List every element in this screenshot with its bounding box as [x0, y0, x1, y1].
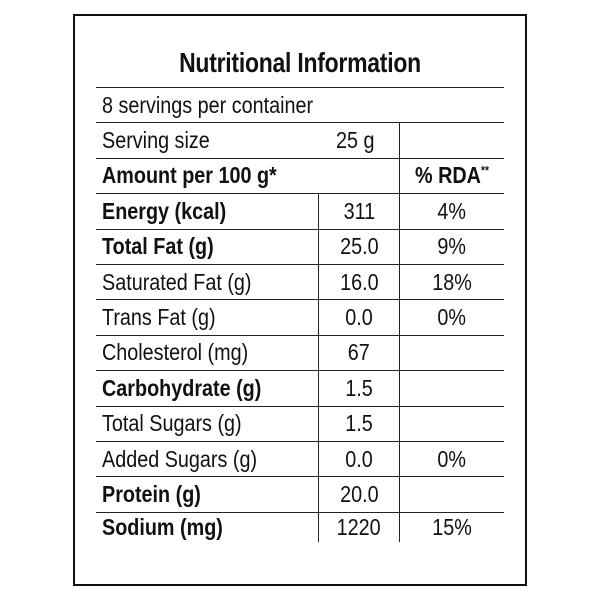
nutrient-value: 1.5	[345, 374, 373, 401]
nutrient-rda: 0%	[437, 445, 467, 472]
nutrient-name: Total Fat (g)	[102, 233, 214, 260]
nutrient-value: 311	[343, 197, 375, 224]
servings-row: 8 servings per container	[96, 87, 504, 122]
nutrition-title: Nutritional Information	[179, 47, 421, 78]
nutrient-name: Added Sugars (g)	[102, 445, 258, 472]
nutrient-value: 16.0	[339, 268, 379, 295]
nutrient-value: 25.0	[339, 233, 379, 260]
nutrient-row: Added Sugars (g) 0.0 0%	[96, 440, 504, 477]
servings-per-container: 8 servings per container	[102, 91, 314, 118]
rda-footnote-mark: **	[480, 163, 489, 178]
nutrient-rda: 4%	[437, 197, 467, 224]
nutrient-value: 1220	[336, 513, 381, 540]
nutrient-name: Carbohydrate (g)	[102, 374, 262, 401]
serving-size-row: Serving size 25 g	[96, 122, 504, 158]
nutrient-name: Protein (g)	[102, 480, 201, 507]
nutrient-value: 0.0	[345, 304, 373, 331]
nutrient-row: Energy (kcal) 311 4%	[96, 193, 504, 229]
nutrient-name: Cholesterol (mg)	[102, 339, 249, 366]
nutrient-value: 0.0	[345, 445, 373, 472]
label-frame	[73, 14, 527, 586]
nutrient-name: Energy (kcal)	[102, 197, 227, 224]
nutrient-rda: 18%	[432, 268, 472, 295]
nutrient-name: Sodium (mg)	[102, 513, 223, 540]
nutrient-rda: 15%	[432, 513, 472, 540]
nutrient-row: Trans Fat (g) 0.0 0%	[96, 299, 504, 335]
nutrient-value: 20.0	[339, 480, 379, 507]
nutrient-name: Saturated Fat (g)	[102, 268, 252, 295]
nutrient-row: Sodium (mg) 1220 15%	[96, 511, 504, 542]
nutrient-row: Carbohydrate (g) 1.5	[96, 370, 504, 406]
nutrient-name: Trans Fat (g)	[102, 304, 216, 331]
serving-size-value: 25 g	[336, 127, 375, 154]
serving-size-label: Serving size	[102, 127, 210, 154]
nutrient-row: Protein (g) 20.0	[96, 476, 504, 512]
amount-header-row: Amount per 100 g* % RDA**	[96, 157, 504, 194]
nutrition-table: 8 servings per container Serving size 25…	[96, 87, 504, 542]
nutrient-value: 1.5	[345, 410, 373, 437]
nutrient-row: Total Sugars (g) 1.5	[96, 405, 504, 441]
nutrient-row: Total Fat (g) 25.0 9%	[96, 228, 504, 264]
nutrient-rda: 9%	[437, 233, 467, 260]
amount-per-100g-label: Amount per 100 g*	[102, 162, 277, 189]
nutrient-rda: 0%	[437, 304, 467, 331]
nutrient-row: Cholesterol (mg) 67	[96, 334, 504, 371]
rda-header: % RDA	[415, 162, 481, 189]
nutrient-value: 67	[347, 339, 371, 366]
nutrient-name: Total Sugars (g)	[102, 410, 242, 437]
nutrient-row: Saturated Fat (g) 16.0 18%	[96, 263, 504, 300]
